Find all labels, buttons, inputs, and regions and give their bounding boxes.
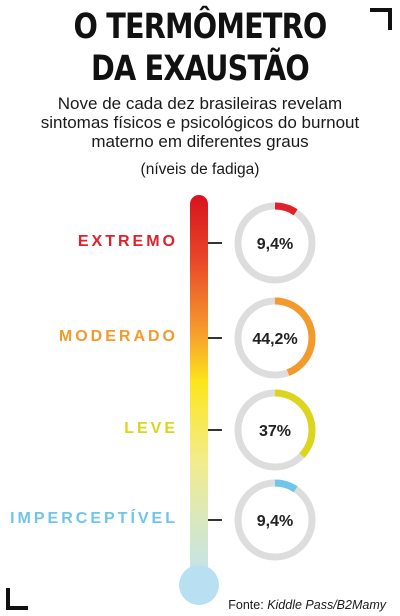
level-label-2: LEVE — [124, 420, 178, 437]
subtitle: Nove de cada dez brasileiras revelam sin… — [20, 94, 380, 151]
subtitle-line-3: materno em diferentes graus — [91, 132, 309, 151]
thermometer-tube — [190, 195, 208, 585]
title-line-1: O TERMÔMETRO — [73, 7, 327, 47]
donut-value-label-1: 44,2% — [252, 331, 297, 348]
donut-arc-3 — [234, 479, 316, 561]
donut-value-label-0: 9,4% — [257, 236, 293, 253]
title-line-2: DA EXAUSTÃO — [90, 49, 310, 89]
donut-arc-1 — [234, 297, 316, 379]
corner-mark-bottom-left — [6, 588, 28, 610]
level-tick-1 — [208, 337, 222, 339]
level-tick-2 — [208, 429, 222, 431]
thermometer-bulb — [179, 565, 219, 605]
level-label-1: MODERADO — [58, 328, 178, 345]
level-tick-0 — [208, 242, 222, 244]
level-label-0: EXTREMO — [77, 233, 178, 250]
subtitle-line-1: Nove de cada dez brasileiras revelam — [57, 94, 343, 113]
source-prefix: Fonte: — [228, 598, 268, 612]
donut-value-label-3: 9,4% — [257, 513, 293, 530]
units-caption: (níveis de fadiga) — [140, 161, 260, 178]
donut-value-label-2: 37% — [259, 423, 291, 440]
subtitle-line-2: sintomas físicos e psicológicos do burno… — [40, 113, 360, 132]
page-title: O TERMÔMETRO DA EXAUSTÃO — [36, 6, 364, 90]
level-tick-3 — [208, 519, 222, 521]
source-note: Fonte: Kiddle Pass/B2Mamy — [228, 598, 386, 612]
source-name: Kiddle Pass/B2Mamy — [267, 598, 386, 612]
donut-group: 9,4% 44,2% 37% 9,4% — [234, 202, 316, 561]
donut-arc-2 — [234, 389, 316, 471]
level-label-3: IMPERCEPTÍVEL — [10, 510, 178, 527]
corner-mark-top-right — [370, 8, 392, 30]
donut-arc-0 — [234, 202, 316, 284]
